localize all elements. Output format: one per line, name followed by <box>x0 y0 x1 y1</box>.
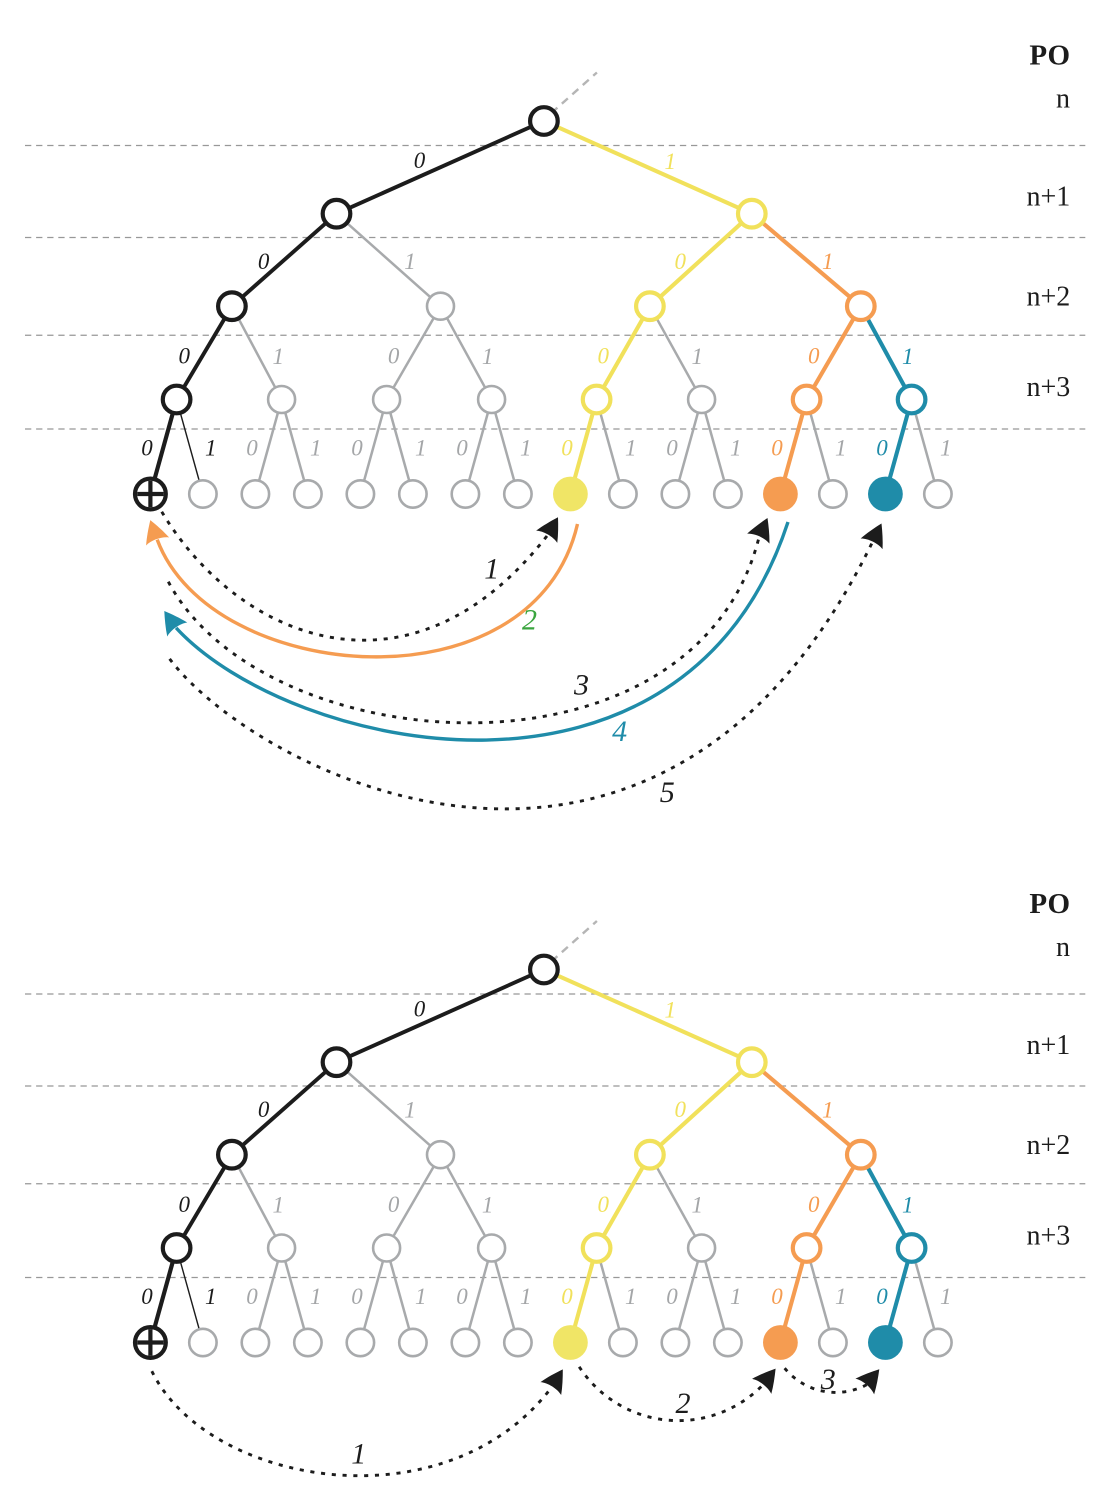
svg-text:n+2: n+2 <box>1027 1130 1071 1161</box>
svg-text:0: 0 <box>178 1192 190 1217</box>
svg-text:1: 1 <box>902 344 914 369</box>
svg-text:1: 1 <box>940 436 952 461</box>
svg-text:0: 0 <box>258 1097 270 1122</box>
svg-text:1: 1 <box>404 249 416 274</box>
svg-text:1: 1 <box>310 436 322 461</box>
svg-text:1: 1 <box>691 344 703 369</box>
svg-text:0: 0 <box>351 436 363 461</box>
svg-text:0: 0 <box>258 249 270 274</box>
svg-text:3: 3 <box>573 669 589 702</box>
svg-text:1: 1 <box>415 436 427 461</box>
svg-text:1: 1 <box>625 436 637 461</box>
svg-text:0: 0 <box>456 1284 468 1309</box>
svg-text:2: 2 <box>676 1387 691 1420</box>
svg-text:2: 2 <box>522 604 537 637</box>
svg-text:0: 0 <box>561 436 573 461</box>
svg-text:1: 1 <box>482 1193 494 1218</box>
svg-text:0: 0 <box>808 344 820 369</box>
svg-text:1: 1 <box>835 1284 847 1309</box>
svg-text:1: 1 <box>415 1284 427 1309</box>
svg-text:0: 0 <box>414 996 426 1021</box>
svg-text:PO: PO <box>1029 39 1070 71</box>
svg-text:1: 1 <box>665 149 677 174</box>
svg-text:0: 0 <box>674 1097 686 1122</box>
svg-text:1: 1 <box>310 1284 322 1309</box>
svg-text:1: 1 <box>691 1193 703 1218</box>
svg-text:n+1: n+1 <box>1027 1030 1071 1061</box>
svg-text:0: 0 <box>808 1192 820 1217</box>
svg-text:0: 0 <box>141 1284 153 1309</box>
svg-text:0: 0 <box>674 249 686 274</box>
svg-text:3: 3 <box>820 1363 836 1396</box>
svg-text:0: 0 <box>414 148 426 173</box>
svg-text:0: 0 <box>456 436 468 461</box>
svg-text:n+3: n+3 <box>1027 372 1071 403</box>
svg-text:1: 1 <box>351 1438 366 1471</box>
svg-text:1: 1 <box>205 436 217 461</box>
svg-text:0: 0 <box>388 344 400 369</box>
svg-text:0: 0 <box>771 1284 783 1309</box>
svg-text:1: 1 <box>730 1284 742 1309</box>
svg-text:1: 1 <box>665 997 677 1022</box>
svg-text:1: 1 <box>404 1098 416 1123</box>
svg-text:1: 1 <box>940 1284 952 1309</box>
svg-text:1: 1 <box>730 436 742 461</box>
svg-text:n+1: n+1 <box>1027 182 1071 213</box>
svg-text:0: 0 <box>561 1284 573 1309</box>
svg-text:0: 0 <box>597 344 609 369</box>
svg-text:1: 1 <box>822 1098 834 1123</box>
svg-text:0: 0 <box>666 1284 678 1309</box>
svg-text:1: 1 <box>520 1284 532 1309</box>
svg-text:0: 0 <box>246 1284 258 1309</box>
svg-text:n: n <box>1056 84 1070 115</box>
svg-text:1: 1 <box>902 1193 914 1218</box>
svg-text:1: 1 <box>205 1284 217 1309</box>
svg-text:0: 0 <box>597 1192 609 1217</box>
svg-text:4: 4 <box>612 715 627 748</box>
svg-text:1: 1 <box>272 1193 284 1218</box>
svg-text:0: 0 <box>771 436 783 461</box>
svg-text:5: 5 <box>660 776 675 809</box>
svg-text:1: 1 <box>484 553 499 586</box>
svg-text:1: 1 <box>835 436 847 461</box>
svg-text:0: 0 <box>246 436 258 461</box>
svg-text:0: 0 <box>666 436 678 461</box>
svg-text:1: 1 <box>482 344 494 369</box>
svg-text:1: 1 <box>520 436 532 461</box>
svg-text:0: 0 <box>178 344 190 369</box>
svg-text:n+3: n+3 <box>1027 1220 1071 1251</box>
svg-text:1: 1 <box>272 344 284 369</box>
svg-text:0: 0 <box>388 1192 400 1217</box>
svg-text:0: 0 <box>351 1284 363 1309</box>
svg-text:0: 0 <box>876 1284 888 1309</box>
svg-text:n+2: n+2 <box>1027 282 1071 313</box>
svg-text:1: 1 <box>625 1284 637 1309</box>
svg-text:n: n <box>1056 932 1070 963</box>
svg-text:PO: PO <box>1029 888 1070 920</box>
svg-text:0: 0 <box>141 436 153 461</box>
svg-text:1: 1 <box>822 249 834 274</box>
svg-text:0: 0 <box>876 436 888 461</box>
